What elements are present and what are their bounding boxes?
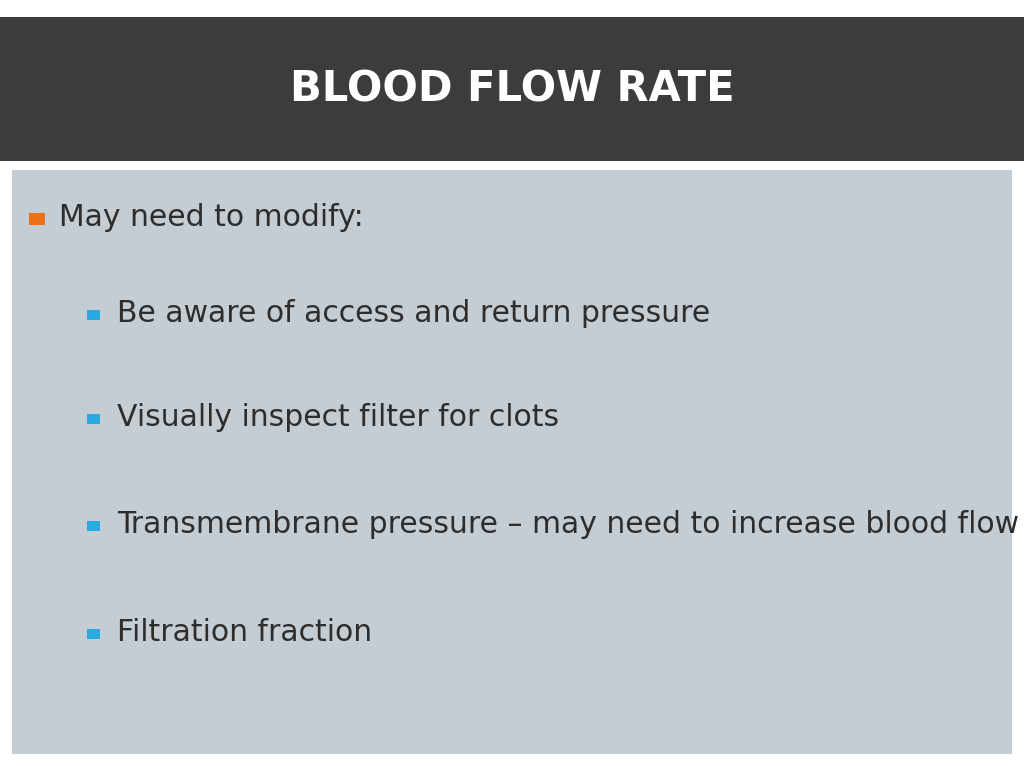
Text: Transmembrane pressure – may need to increase blood flow: Transmembrane pressure – may need to inc… bbox=[117, 510, 1019, 539]
Text: May need to modify:: May need to modify: bbox=[59, 203, 365, 232]
Text: Be aware of access and return pressure: Be aware of access and return pressure bbox=[117, 299, 710, 328]
FancyBboxPatch shape bbox=[87, 310, 100, 319]
FancyBboxPatch shape bbox=[29, 213, 45, 225]
FancyBboxPatch shape bbox=[87, 413, 100, 424]
Text: BLOOD FLOW RATE: BLOOD FLOW RATE bbox=[290, 68, 734, 110]
Text: Visually inspect filter for clots: Visually inspect filter for clots bbox=[117, 402, 559, 432]
FancyBboxPatch shape bbox=[12, 170, 1012, 754]
FancyBboxPatch shape bbox=[0, 17, 1024, 161]
FancyBboxPatch shape bbox=[87, 628, 100, 639]
Text: Filtration fraction: Filtration fraction bbox=[117, 617, 372, 647]
FancyBboxPatch shape bbox=[87, 521, 100, 531]
